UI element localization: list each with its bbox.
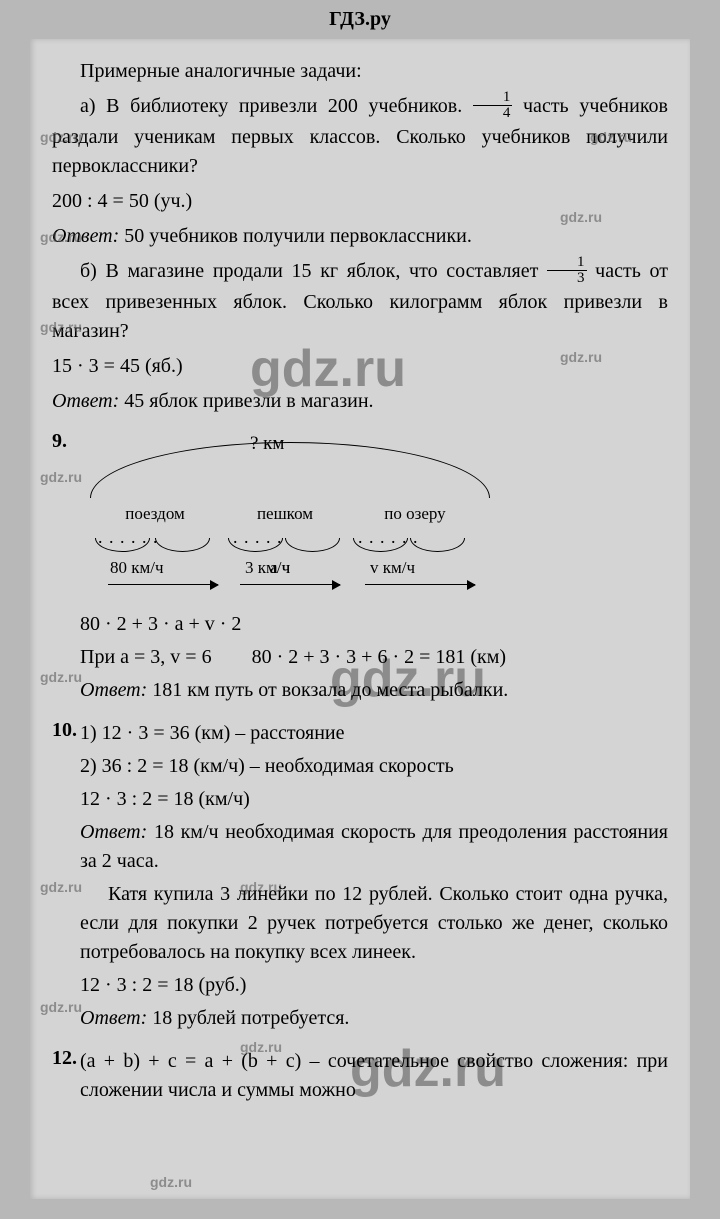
task-b-calc: 15 · 3 = 45 (яб.) — [52, 352, 668, 381]
problem-9-num: 9. — [52, 430, 67, 453]
arrow — [108, 584, 218, 585]
task-a: а) В библиотеку привезли 200 учебников. … — [52, 92, 668, 181]
p9-answer: Ответ: 181 км путь от вокзала до места р… — [80, 676, 668, 705]
page: gdz.rugdz.rugdz.rugdz.rugdz.rugdz.rugdz.… — [30, 39, 690, 1199]
segment-label: поездом — [90, 502, 220, 527]
segment-label: пешком — [225, 502, 345, 527]
segment-arc — [410, 538, 465, 552]
arrow — [365, 584, 475, 585]
diagram-big-arc — [90, 442, 490, 498]
segment-arc — [228, 538, 283, 552]
p10-l1: 1) 12 · 3 = 36 (км) – расстояние — [80, 719, 668, 748]
diagram-arrows: 80 км/ч3 км/чv км/ч — [90, 574, 490, 598]
problem-10: 10. 1) 12 · 3 = 36 (км) – расстояние 2) … — [80, 719, 668, 1033]
p12-text: (a + b) + c = a + (b + c) – сочетательно… — [80, 1047, 668, 1105]
problem-12: 12. (a + b) + c = a + (b + c) – сочетате… — [80, 1047, 668, 1105]
watermark: gdz.ru — [40, 999, 82, 1015]
p9-subst: При a = 3, v = 6 80 · 2 + 3 · 3 + 6 · 2 … — [80, 643, 668, 672]
site-header: ГДЗ.ру — [0, 0, 720, 39]
problem-9-diagram: ? км поездом. . . . . .пешком. . . . .по… — [90, 430, 510, 600]
arrow-label: 80 км/ч — [110, 556, 164, 581]
problem-10-num: 10. — [52, 719, 77, 742]
task-a-calc: 200 : 4 = 50 (уч.) — [52, 187, 668, 216]
task-b-answer: Ответ: 45 яблок привезли в магазин. — [52, 387, 668, 416]
diagram-segments: поездом. . . . . .пешком. . . . .по озер… — [90, 502, 490, 552]
problem-9: 9. ? км поездом. . . . . .пешком. . . . … — [52, 430, 668, 705]
p10-l4: 12 · 3 : 2 = 18 (руб.) — [80, 971, 668, 1000]
p10-ans2: Ответ: 18 рублей потребуется. — [80, 1004, 668, 1033]
p10-story: Катя купила 3 линейки по 12 рублей. Скол… — [80, 880, 668, 967]
segment-arc — [155, 538, 210, 552]
arrow-label: v км/ч — [370, 556, 415, 581]
segment-label: по озеру — [350, 502, 480, 527]
p10-ans1: Ответ: 18 км/ч необходимая скорость для … — [80, 818, 668, 876]
watermark: gdz.ru — [40, 879, 82, 895]
p10-l2: 2) 36 : 2 = 18 (км/ч) – необходимая скор… — [80, 752, 668, 781]
problem-12-num: 12. — [52, 1047, 77, 1070]
segment-arc — [95, 538, 150, 552]
p10-l3: 12 · 3 : 2 = 18 (км/ч) — [80, 785, 668, 814]
segment-arc — [285, 538, 340, 552]
intro-lead: Примерные аналогичные задачи: — [52, 57, 668, 86]
arrow — [240, 584, 340, 585]
arrow-label: 3 км/ч — [245, 556, 290, 581]
segment-arc — [353, 538, 408, 552]
watermark: gdz.ru — [150, 1174, 192, 1190]
task-b: б) В магазине продали 15 кг яблок, что с… — [52, 257, 668, 346]
task-a-answer: Ответ: 50 учебников получили первоклассн… — [52, 222, 668, 251]
p9-expr: 80 · 2 + 3 · a + v · 2 — [80, 610, 668, 639]
